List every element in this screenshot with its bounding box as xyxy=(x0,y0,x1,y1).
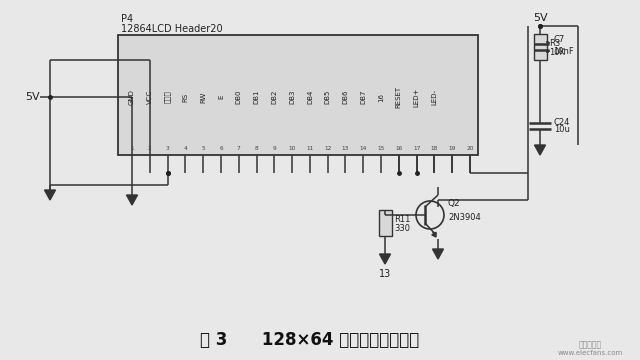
Text: 5: 5 xyxy=(202,145,205,150)
Text: 11: 11 xyxy=(307,145,314,150)
Text: DB4: DB4 xyxy=(307,90,313,104)
Text: DB1: DB1 xyxy=(253,90,260,104)
Text: C24: C24 xyxy=(554,118,570,127)
Text: VCC: VCC xyxy=(147,90,153,104)
Text: 13: 13 xyxy=(379,269,391,279)
Text: 10: 10 xyxy=(289,145,296,150)
Text: 电子发烧友: 电子发烧友 xyxy=(579,341,602,350)
Bar xyxy=(118,35,478,155)
Bar xyxy=(534,34,547,60)
Text: DB3: DB3 xyxy=(289,90,295,104)
Text: 图 3      128×64 液晶模块控制电路: 图 3 128×64 液晶模块控制电路 xyxy=(200,331,420,349)
Text: 16: 16 xyxy=(378,93,384,102)
Text: 对比度: 对比度 xyxy=(164,91,171,103)
Text: 4: 4 xyxy=(184,145,188,150)
Text: 18: 18 xyxy=(431,145,438,150)
Text: 5V: 5V xyxy=(25,92,39,102)
Text: DB2: DB2 xyxy=(271,90,277,104)
Text: P4: P4 xyxy=(121,14,133,24)
Text: 8: 8 xyxy=(255,145,259,150)
Text: 3: 3 xyxy=(166,145,170,150)
Text: 12: 12 xyxy=(324,145,332,150)
Text: DB0: DB0 xyxy=(236,90,242,104)
Text: DB7: DB7 xyxy=(360,90,366,104)
FancyArrow shape xyxy=(432,232,436,237)
Text: DB5: DB5 xyxy=(324,90,331,104)
Text: R3: R3 xyxy=(549,39,560,48)
Text: 1: 1 xyxy=(130,145,134,150)
Text: 6: 6 xyxy=(219,145,223,150)
Text: 10u: 10u xyxy=(554,126,570,135)
Polygon shape xyxy=(433,249,444,259)
Polygon shape xyxy=(534,145,545,155)
Text: 13: 13 xyxy=(342,145,349,150)
Text: DB6: DB6 xyxy=(342,90,348,104)
Text: GND: GND xyxy=(129,89,135,105)
Text: C7: C7 xyxy=(553,35,564,44)
Text: 20: 20 xyxy=(467,145,474,150)
Text: 5V: 5V xyxy=(532,13,547,23)
Text: 19: 19 xyxy=(449,145,456,150)
Text: 15: 15 xyxy=(378,145,385,150)
Text: 14: 14 xyxy=(360,145,367,150)
Text: 2N3904: 2N3904 xyxy=(448,212,481,221)
Polygon shape xyxy=(127,195,138,205)
Text: 10nF: 10nF xyxy=(553,46,573,55)
Text: LED+: LED+ xyxy=(413,87,420,107)
Polygon shape xyxy=(380,254,390,264)
Text: RW: RW xyxy=(200,91,206,103)
Text: RESET: RESET xyxy=(396,86,402,108)
Text: 9: 9 xyxy=(273,145,276,150)
Bar xyxy=(379,210,392,236)
Text: 2: 2 xyxy=(148,145,152,150)
Text: 17: 17 xyxy=(413,145,420,150)
Text: RS: RS xyxy=(182,93,188,102)
Polygon shape xyxy=(45,190,56,200)
Text: 10K: 10K xyxy=(549,48,565,57)
Text: www.elecfans.com: www.elecfans.com xyxy=(557,350,623,356)
Text: 16: 16 xyxy=(396,145,403,150)
Text: E: E xyxy=(218,95,224,99)
Text: 330: 330 xyxy=(394,224,410,233)
Text: R11: R11 xyxy=(394,215,410,224)
Text: Q2: Q2 xyxy=(448,198,461,207)
Text: 12864LCD Header20: 12864LCD Header20 xyxy=(121,24,223,34)
Text: 7: 7 xyxy=(237,145,241,150)
Text: LED-: LED- xyxy=(431,89,437,105)
